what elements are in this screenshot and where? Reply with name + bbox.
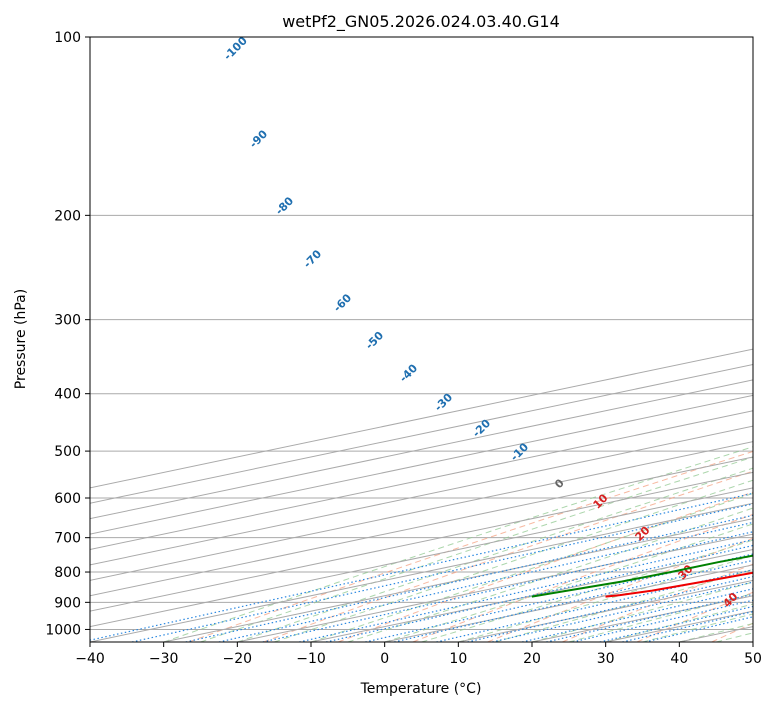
y-tick-label: 500 [54,444,81,460]
y-tick-label: 100 [54,30,81,46]
y-tick-label: 900 [54,595,81,611]
mixing-ratio-line [262,531,753,642]
plot-frame [89,36,754,643]
y-tick-label: 1000 [45,622,81,638]
chart-title: wetPf2_GN05.2026.024.03.40.G14 [282,12,560,32]
moist-adiabat [274,479,753,642]
y-tick-label: 400 [54,387,81,403]
x-tick-label: −30 [149,651,179,667]
moist-adiabat [384,523,753,642]
mixing-ratio-line [599,605,753,642]
isotherm-line [163,518,753,642]
moist-adiabat [237,467,753,642]
isotherm-line [90,456,753,597]
y-axis: 100 200 300 400 500 600 700 800 900 1000 [45,30,90,638]
moist-adiabat [163,446,753,642]
x-tick-label: 30 [597,651,615,667]
isotherm-line [237,533,753,642]
x-tick-label: 0 [380,651,389,667]
y-tick-label: 200 [54,208,81,224]
dry-adiabat [188,450,753,642]
dry-adiabat [487,537,753,642]
x-axis-label: Temperature (°C) [360,681,482,697]
mixing-ratio-line [90,492,753,641]
mixing-ratio-line [299,539,753,642]
x-tick-label: −40 [75,651,105,667]
x-tick-label: −20 [223,651,253,667]
x-tick-label: −10 [296,651,326,667]
moist-adiabat [347,507,753,642]
isotherm-line [90,441,753,581]
mixing-ratio-line [218,521,753,642]
x-tick-label: 20 [523,651,541,667]
y-tick-label: 600 [54,491,81,507]
y-tick-label: 700 [54,531,81,547]
isotherm-line [90,410,753,551]
mixing-ratio-line [546,593,753,642]
moist-adiabat [200,456,753,642]
x-tick-label: 50 [744,651,762,667]
isotherm-line [90,487,753,628]
y-axis-label: Pressure (hPa) [13,289,29,389]
moist-adiabat [568,592,753,642]
x-tick-label: 40 [670,651,688,667]
y-tick-label: 800 [54,565,81,581]
isotherm-line [90,425,753,566]
moist-adiabat [531,581,753,642]
dry-adiabat [263,470,753,642]
isotherm-line [90,502,753,642]
mixing-ratio-line [325,544,753,642]
y-tick-label: 300 [54,313,81,329]
x-tick-label: 10 [449,651,467,667]
x-axis: −40 −30 −20 −10 0 10 20 30 40 50 [75,642,762,667]
isotherm-line [90,471,753,612]
mixing-ratio-line [572,599,753,642]
